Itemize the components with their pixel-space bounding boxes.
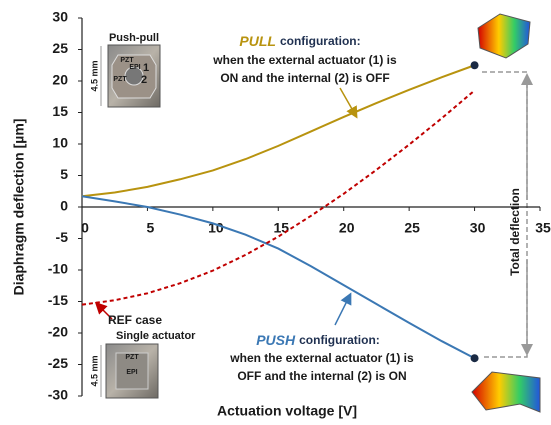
chart: -30-25-20-15-10-505101520253005101520253… (0, 0, 551, 425)
annotation: Total deflection (508, 188, 522, 276)
y-tick-label: 25 (52, 40, 68, 56)
x-tick-label: 25 (404, 220, 420, 236)
x-tick-label: 5 (147, 220, 155, 236)
inset-label: 1 (143, 62, 149, 74)
series-line (82, 90, 475, 304)
config-title: PULL configuration: (239, 33, 360, 49)
y-tick-label: -30 (48, 387, 68, 403)
fem-images (472, 14, 540, 412)
x-axis-title: Actuation voltage [V] (217, 403, 357, 419)
x-tick-label: 30 (470, 220, 486, 236)
y-tick-label: -20 (48, 324, 68, 340)
annotation: when the external actuator (1) is (212, 53, 397, 67)
end-point (471, 61, 479, 69)
y-tick-label: 20 (52, 72, 68, 88)
y-tick-label: 10 (52, 135, 68, 151)
annotation: ON and the internal (2) is OFF (220, 71, 389, 85)
inset-label: EPI (129, 64, 140, 71)
config-name: PUSH (256, 332, 296, 348)
annotation: OFF and the internal (2) is ON (237, 369, 406, 383)
x-tick-label: 15 (273, 220, 289, 236)
annotation: Single actuator (116, 330, 196, 342)
y-tick-label: 0 (60, 198, 68, 214)
inset-label: PZT (120, 57, 134, 64)
x-tick-label: 20 (339, 220, 355, 236)
config-word: configuration: (280, 34, 361, 48)
inset-title: Push-pull (109, 32, 159, 44)
scale-label: 4.5 mm (89, 60, 99, 91)
ref-label: REF case (108, 313, 162, 327)
config-name: PULL (239, 33, 276, 49)
inset-label: PZT (125, 354, 139, 361)
end-point (471, 354, 479, 362)
y-tick-label: 30 (52, 9, 68, 25)
inset-label: EPI (126, 369, 137, 376)
scale-label: 4.5 mm (89, 355, 99, 386)
x-tick-label: 35 (535, 220, 551, 236)
push-arrow (335, 295, 350, 325)
x-tick-label: 0 (81, 220, 89, 236)
inset-label: PZT (113, 76, 127, 83)
config-word: configuration: (299, 333, 380, 347)
y-axis-title: Diaphragm deflection [µm] (11, 119, 27, 296)
y-tick-label: -5 (56, 229, 69, 245)
inset-label: 2 (141, 74, 147, 86)
y-tick-label: -10 (48, 261, 68, 277)
y-tick-label: -15 (48, 292, 68, 308)
y-tick-label: 15 (52, 103, 68, 119)
y-tick-label: -25 (48, 355, 68, 371)
y-tick-label: 5 (60, 166, 68, 182)
annotation: when the external actuator (1) is (229, 351, 414, 365)
